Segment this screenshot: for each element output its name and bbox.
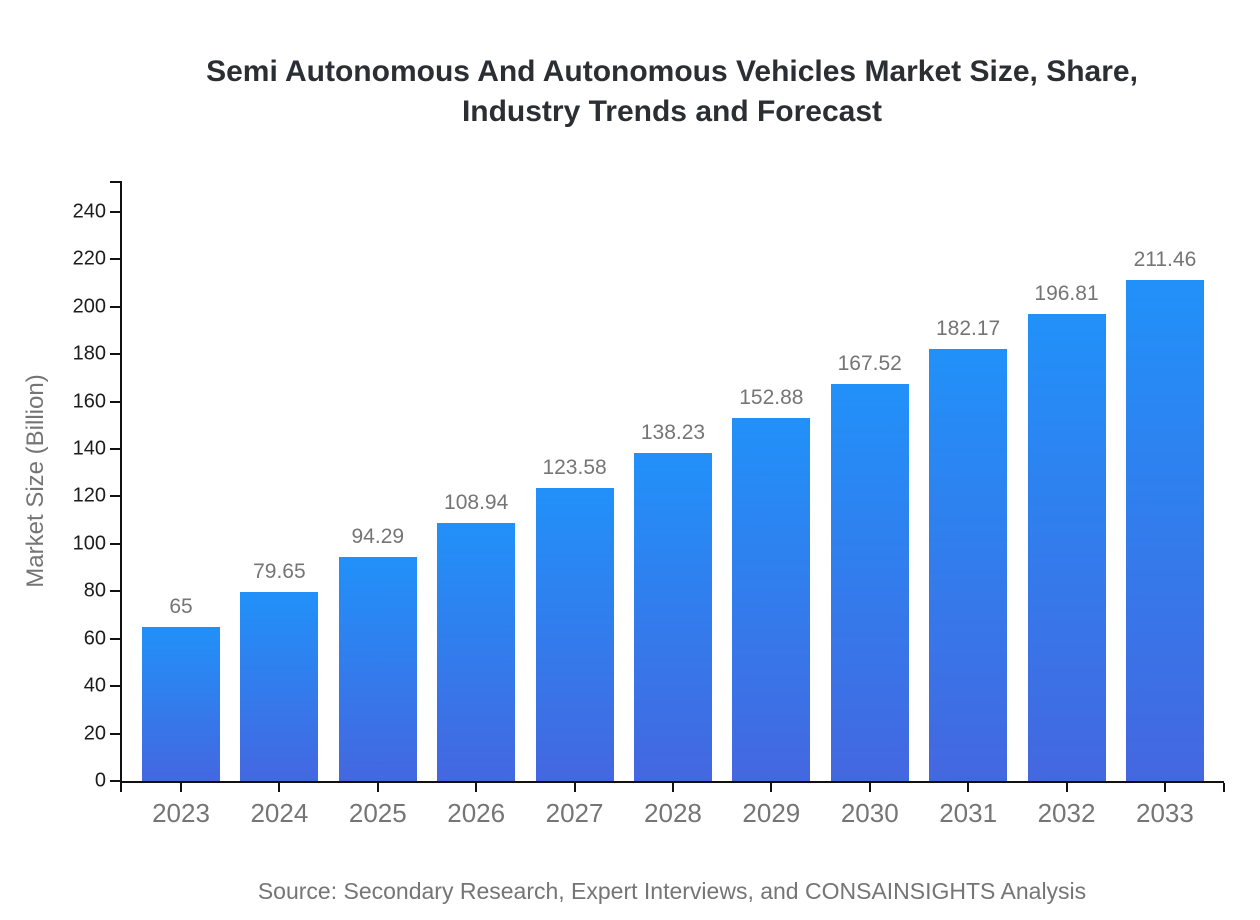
y-tick [110,258,122,261]
y-tick-label: 200 [72,295,106,318]
x-tick-label: 2033 [1135,798,1194,828]
y-tick [110,400,122,403]
bar-value-label: 152.88 [739,386,804,410]
x-tick [1065,783,1068,792]
bars-container: 65 2023 79.65 2024 94.29 2025 108.94 2026 123.58… [122,182,1224,828]
y-tick-label: 240 [72,200,106,223]
y-tick-label: 60 [83,627,106,650]
bar-2026: 108.94 2026 [437,491,516,828]
bar-value-label: 182.17 [936,317,1001,341]
x-tick [475,783,478,792]
x-tick-label: 2032 [1037,798,1096,828]
bar-2024: 79.65 2024 [240,560,319,828]
x-tick-label: 2023 [152,798,210,828]
bar-2031: 182.17 2031 [929,317,1008,828]
y-tick-label: 140 [72,437,106,460]
x-tick [967,783,970,792]
bar-2023: 65 2023 [142,595,220,828]
chart-title-line-1: Semi Autonomous And Autonomous Vehicles … [206,55,1138,88]
y-tick [110,732,122,735]
bar-value-label: 79.65 [253,560,306,584]
bar-2032: 196.81 2032 [1027,282,1106,828]
x-tick [573,783,576,792]
y-tick [110,637,122,640]
plot-area: 0 20 40 60 80 100 120 140 160 180 200 220 240 65 2023… [73,181,1225,828]
x-tick-label: 2029 [742,798,801,828]
y-tick-label: 220 [72,247,106,270]
y-axis-end-tick [110,181,122,183]
y-tick [110,448,122,451]
bar-2030: 167.52 2030 [830,352,909,828]
x-tick [671,783,674,792]
y-tick [110,590,122,593]
y-tick-label: 0 [94,769,106,792]
bar-value-label: 211.46 [1133,247,1197,271]
bar-value-label: 196.81 [1034,282,1099,306]
y-tick [110,685,122,688]
axis-origin-tick [120,783,122,792]
y-tick [110,495,122,498]
y-tick-label: 20 [83,722,106,745]
y-tick [110,780,122,782]
y-tick-label: 120 [72,484,106,507]
x-tick [376,783,379,792]
bar-value-label: 167.52 [837,351,902,375]
x-tick-label: 2026 [447,798,506,828]
chart-title: Semi Autonomous And Autonomous Vehicles … [120,52,1224,132]
y-tick [110,542,122,545]
x-tick [1163,783,1166,792]
bar-value-label: 123.58 [542,455,607,479]
y-tick-label: 160 [72,390,106,413]
x-tick-label: 2030 [840,798,899,828]
x-tick-label: 2025 [348,798,407,828]
x-tick-label: 2028 [644,798,702,828]
source-attribution: Source: Secondary Research, Expert Inter… [257,878,1087,904]
bar-2025: 94.29 2025 [338,525,417,828]
y-tick [110,210,122,213]
bar-2029: 152.88 2029 [732,386,811,828]
bar-value-label: 94.29 [351,525,405,549]
x-tick [278,783,281,792]
bar-value-label: 138.23 [640,421,706,445]
x-tick [180,783,182,792]
bar-value-label: 65 [169,594,193,618]
x-axis-end-tick [1223,783,1225,792]
bar-2033: 211.46 2033 [1125,248,1204,828]
x-tick [868,783,871,792]
y-axis-title: Market Size (Billion) [22,374,49,588]
y-tick-label: 100 [72,532,106,555]
x-tick [770,783,773,792]
y-tick-label: 80 [83,579,106,602]
bar-value-label: 108.94 [444,490,509,514]
x-tick-label: 2024 [250,798,309,828]
chart-title-line-2: Industry Trends and Forecast [461,95,883,128]
x-tick-label: 2031 [939,798,998,828]
bar-2027: 123.58 2027 [535,456,614,828]
y-tick-label: 40 [83,674,106,697]
y-tick-label: 180 [72,342,106,365]
x-tick-label: 2027 [545,798,604,828]
bar-2028: 138.23 2028 [633,421,712,828]
y-tick [110,353,122,356]
y-tick [110,305,122,308]
